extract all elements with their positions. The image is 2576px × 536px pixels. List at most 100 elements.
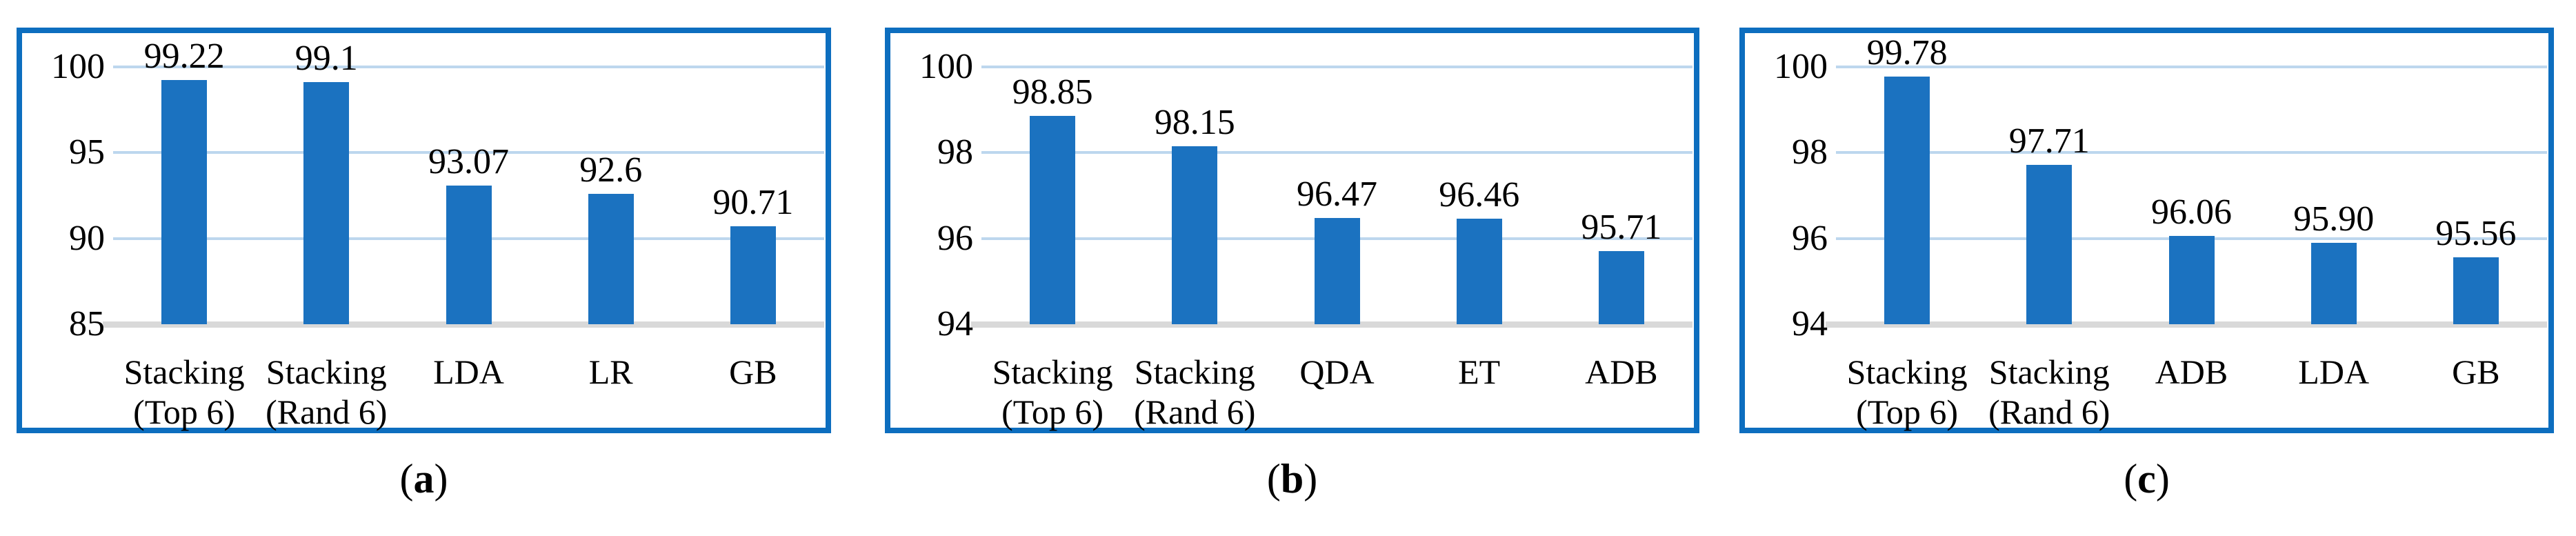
axis-baseline: [971, 321, 1693, 328]
bar: [2168, 235, 2215, 324]
chart-panel-a: 85 90 95 100 99.22 Stacking (Top 6) 99.1 Stackin…: [17, 28, 831, 433]
bar: [1314, 218, 1360, 324]
caption-open-paren: (: [1266, 456, 1281, 502]
x-category-label-line: (Top 6): [133, 393, 236, 431]
value-label: 96.46: [1439, 175, 1520, 215]
caption-letter: c: [2137, 456, 2156, 502]
value-label: 90.71: [712, 183, 794, 222]
x-category-label: Stacking (Rand 6): [241, 352, 411, 432]
bar: [1884, 76, 1930, 324]
caption-letter: a: [413, 456, 435, 502]
bar: [446, 186, 492, 324]
x-category-label: LR: [526, 352, 696, 392]
caption-close-paren: ): [2155, 456, 2170, 502]
bar: [588, 194, 634, 324]
panel-c: 94 96 98 100 99.78 Stacking (Top 6) 97.71 Stacki…: [1739, 28, 2554, 501]
x-category-label-line: QDA: [1299, 353, 1375, 391]
x-category-label: Stacking (Rand 6): [1964, 352, 2134, 432]
x-category-label-line: ET: [1458, 353, 1501, 391]
value-label: 98.85: [1012, 72, 1093, 112]
value-label: 95.90: [2293, 199, 2375, 239]
value-label: 92.6: [579, 150, 643, 190]
chart-panel-b: 94 96 98 100 98.85 Stacking (Top 6) 98.15 Stacki…: [885, 28, 1699, 433]
caption-close-paren: ): [434, 456, 448, 502]
x-category-label-line: GB: [2452, 353, 2500, 391]
x-category-label-line: (Rand 6): [1988, 393, 2110, 431]
bar: [730, 226, 776, 324]
x-category-label-line: ADB: [2155, 353, 2228, 391]
x-category-label-line: (Rand 6): [1134, 393, 1256, 431]
y-tick-label: 96: [937, 218, 973, 258]
value-label: 96.06: [2150, 192, 2232, 232]
y-tick-label: 94: [937, 304, 973, 344]
axis-baseline: [103, 321, 824, 328]
chart-panel-c: 94 96 98 100 99.78 Stacking (Top 6) 97.71 Stacki…: [1739, 28, 2554, 433]
x-category-label: LDA: [2249, 352, 2419, 392]
bar: [2026, 165, 2073, 324]
bar: [303, 82, 350, 324]
value-label: 96.47: [1296, 175, 1377, 215]
gridline: [113, 151, 824, 155]
x-category-label: Stacking (Top 6): [99, 352, 269, 432]
figure: 85 90 95 100 99.22 Stacking (Top 6) 99.1 Stackin…: [17, 28, 2554, 501]
y-tick-label: 98: [937, 132, 973, 172]
bar: [1030, 116, 1076, 324]
y-tick-label: 85: [69, 304, 105, 344]
caption-close-paren: ): [1304, 456, 1318, 502]
x-category-label-line: Stacking: [123, 353, 245, 391]
x-category-label-line: Stacking: [266, 353, 387, 391]
x-category-label: GB: [2391, 352, 2561, 392]
value-label: 97.71: [2008, 121, 2090, 161]
value-label: 98.15: [1154, 103, 1235, 142]
x-category-label-line: Stacking: [1988, 353, 2110, 391]
gridline: [113, 66, 824, 68]
x-category-label: Stacking (Top 6): [968, 352, 1137, 432]
panel-caption-c: (c): [1739, 457, 2554, 501]
x-category-label-line: (Top 6): [1856, 393, 1959, 431]
value-label: 93.07: [428, 142, 509, 182]
gridline: [981, 66, 1693, 68]
bar: [1456, 219, 1502, 324]
panel-b: 94 96 98 100 98.85 Stacking (Top 6) 98.15 Stacki…: [885, 28, 1699, 501]
x-category-label: GB: [668, 352, 838, 392]
bar: [2453, 257, 2499, 324]
value-label: 95.56: [2435, 214, 2517, 254]
x-category-label: ADB: [1537, 352, 1706, 392]
gridline: [1836, 66, 2547, 68]
caption-open-paren: (: [399, 456, 414, 502]
y-tick-label: 100: [919, 47, 973, 86]
bar: [2310, 242, 2357, 324]
panel-caption-b: (b): [885, 457, 1699, 501]
axis-baseline: [1826, 321, 2547, 328]
x-category-label: ET: [1395, 352, 1564, 392]
x-category-label: Stacking (Rand 6): [1110, 352, 1279, 432]
y-tick-label: 96: [1792, 218, 1828, 258]
x-category-label-line: LDA: [433, 353, 504, 391]
panel-caption-a: (a): [17, 457, 831, 501]
x-category-label-line: (Rand 6): [266, 393, 388, 431]
y-tick-label: 95: [69, 132, 105, 172]
gridline: [1836, 151, 2547, 155]
value-label: 99.22: [143, 37, 225, 77]
bar: [1172, 146, 1218, 324]
value-label: 99.1: [294, 39, 358, 79]
caption-open-paren: (: [2124, 456, 2138, 502]
x-category-label-line: Stacking: [1134, 353, 1255, 391]
x-category-label-line: Stacking: [992, 353, 1113, 391]
x-category-label-line: GB: [729, 353, 777, 391]
bar: [1598, 250, 1644, 324]
bar: [161, 80, 208, 324]
value-label: 99.78: [1866, 32, 1948, 72]
x-category-label: LDA: [383, 352, 553, 392]
x-category-label: ADB: [2106, 352, 2276, 392]
x-category-label-line: ADB: [1585, 353, 1658, 391]
x-category-label-line: (Top 6): [1001, 393, 1104, 431]
gridline: [981, 151, 1693, 155]
x-category-label: Stacking (Top 6): [1822, 352, 1992, 432]
y-tick-label: 94: [1792, 304, 1828, 344]
x-category-label: QDA: [1252, 352, 1421, 392]
y-tick-label: 98: [1792, 132, 1828, 172]
x-category-label-line: LDA: [2298, 353, 2370, 391]
y-tick-label: 100: [1774, 47, 1828, 86]
caption-letter: b: [1280, 456, 1304, 502]
